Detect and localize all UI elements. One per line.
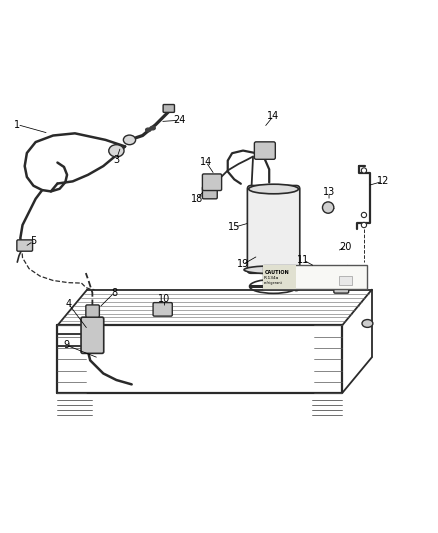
Circle shape bbox=[361, 212, 367, 217]
FancyBboxPatch shape bbox=[86, 305, 99, 317]
Text: 14: 14 bbox=[200, 157, 212, 167]
Text: 24: 24 bbox=[173, 115, 186, 125]
Text: CAUTION: CAUTION bbox=[265, 270, 290, 274]
Circle shape bbox=[361, 222, 367, 228]
FancyBboxPatch shape bbox=[81, 317, 104, 353]
FancyBboxPatch shape bbox=[263, 265, 367, 289]
Ellipse shape bbox=[164, 105, 173, 112]
Text: 9: 9 bbox=[63, 340, 69, 350]
Text: 10: 10 bbox=[158, 294, 170, 304]
FancyBboxPatch shape bbox=[17, 240, 32, 251]
FancyBboxPatch shape bbox=[247, 185, 300, 273]
Ellipse shape bbox=[249, 184, 298, 194]
Text: 12: 12 bbox=[377, 176, 389, 187]
Text: 13: 13 bbox=[323, 187, 335, 197]
Text: 3: 3 bbox=[113, 155, 120, 165]
Ellipse shape bbox=[244, 266, 303, 274]
Text: 15: 15 bbox=[228, 222, 240, 232]
Ellipse shape bbox=[362, 320, 373, 327]
Text: 5: 5 bbox=[30, 236, 36, 246]
FancyBboxPatch shape bbox=[202, 174, 222, 190]
FancyBboxPatch shape bbox=[254, 142, 276, 159]
Circle shape bbox=[322, 202, 334, 213]
Ellipse shape bbox=[109, 144, 124, 157]
Text: 20: 20 bbox=[339, 242, 352, 252]
Circle shape bbox=[361, 168, 367, 173]
FancyBboxPatch shape bbox=[339, 276, 352, 285]
Text: 18: 18 bbox=[191, 194, 203, 204]
Ellipse shape bbox=[18, 241, 31, 251]
FancyBboxPatch shape bbox=[202, 187, 217, 199]
FancyBboxPatch shape bbox=[263, 265, 296, 289]
Ellipse shape bbox=[150, 126, 155, 130]
Text: refrigerant: refrigerant bbox=[264, 281, 283, 285]
Text: 11: 11 bbox=[297, 255, 309, 265]
FancyBboxPatch shape bbox=[163, 104, 174, 112]
Circle shape bbox=[292, 282, 300, 290]
Text: 14: 14 bbox=[268, 111, 280, 121]
Text: 4: 4 bbox=[65, 298, 71, 309]
Text: 1: 1 bbox=[14, 119, 20, 130]
Ellipse shape bbox=[146, 128, 151, 132]
Text: 8: 8 bbox=[111, 288, 117, 298]
Ellipse shape bbox=[124, 135, 136, 144]
FancyBboxPatch shape bbox=[153, 303, 172, 316]
Text: R-134a: R-134a bbox=[264, 276, 279, 280]
FancyBboxPatch shape bbox=[334, 280, 349, 293]
Text: 19: 19 bbox=[237, 260, 249, 269]
